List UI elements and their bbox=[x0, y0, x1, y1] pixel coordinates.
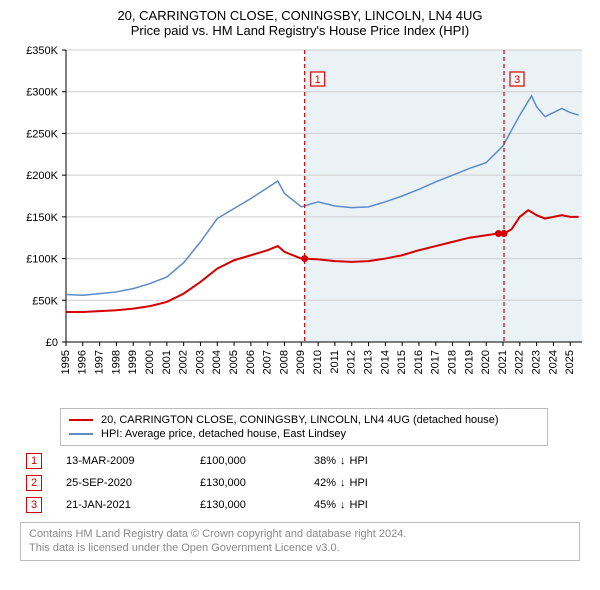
arrow-down-icon: ↓ bbox=[340, 499, 346, 511]
svg-text:2012: 2012 bbox=[346, 350, 358, 374]
event-diff-label: HPI bbox=[350, 455, 368, 467]
svg-text:2017: 2017 bbox=[430, 350, 442, 374]
footer-line-1: Contains HM Land Registry data © Crown c… bbox=[29, 527, 571, 541]
event-number-box: 2 bbox=[26, 475, 42, 491]
svg-text:2021: 2021 bbox=[497, 350, 509, 374]
chart-area: £0 £50K £100K £150K £200K £250K £300K £350K 1995… bbox=[10, 42, 590, 402]
svg-text:£250K: £250K bbox=[26, 128, 58, 140]
arrow-down-icon: ↓ bbox=[340, 455, 346, 467]
chart-container: 20, CARRINGTON CLOSE, CONINGSBY, LINCOLN… bbox=[0, 0, 600, 590]
svg-text:2014: 2014 bbox=[379, 350, 391, 374]
event-diff-pct: 45% bbox=[314, 499, 336, 511]
event-number-box: 1 bbox=[26, 453, 42, 469]
svg-text:2023: 2023 bbox=[531, 350, 543, 374]
svg-text:2008: 2008 bbox=[278, 350, 290, 374]
footer-line-2: This data is licensed under the Open Gov… bbox=[29, 541, 571, 555]
events-table: 1 13-MAR-2009 £100,000 38% ↓ HPI 2 25-SEP-2020 £… bbox=[20, 450, 580, 516]
chart-title: 20, CARRINGTON CLOSE, CONINGSBY, LINCOLN… bbox=[10, 8, 590, 23]
svg-text:1998: 1998 bbox=[110, 350, 122, 374]
svg-text:2019: 2019 bbox=[463, 350, 475, 374]
chart-svg: £0 £50K £100K £150K £200K £250K £300K £350K 1995… bbox=[10, 42, 590, 402]
svg-text:£50K: £50K bbox=[32, 295, 58, 307]
event-diff: 45% ↓ HPI bbox=[314, 499, 368, 511]
legend-item: 20, CARRINGTON CLOSE, CONINGSBY, LINCOLN… bbox=[69, 413, 539, 427]
legend-item: HPI: Average price, detached house, East… bbox=[69, 427, 539, 441]
svg-text:2001: 2001 bbox=[161, 350, 173, 374]
svg-text:1996: 1996 bbox=[77, 350, 89, 374]
svg-text:1995: 1995 bbox=[60, 350, 72, 374]
svg-text:2006: 2006 bbox=[245, 350, 257, 374]
svg-text:£300K: £300K bbox=[26, 87, 58, 99]
legend-swatch bbox=[69, 419, 93, 421]
event-diff: 42% ↓ HPI bbox=[314, 477, 368, 489]
event-diff: 38% ↓ HPI bbox=[314, 455, 368, 467]
svg-text:1: 1 bbox=[315, 74, 321, 86]
svg-text:1999: 1999 bbox=[127, 350, 139, 374]
svg-text:2011: 2011 bbox=[329, 350, 341, 374]
svg-text:2000: 2000 bbox=[144, 350, 156, 374]
event-date: 21-JAN-2021 bbox=[66, 499, 176, 511]
svg-text:2007: 2007 bbox=[262, 350, 274, 374]
svg-text:2022: 2022 bbox=[514, 350, 526, 374]
legend-box: 20, CARRINGTON CLOSE, CONINGSBY, LINCOLN… bbox=[60, 408, 548, 446]
event-diff-label: HPI bbox=[350, 499, 368, 511]
event-row: 1 13-MAR-2009 £100,000 38% ↓ HPI bbox=[20, 450, 580, 472]
svg-text:2002: 2002 bbox=[178, 350, 190, 374]
svg-text:£100K: £100K bbox=[26, 254, 58, 266]
event-price: £130,000 bbox=[200, 499, 290, 511]
svg-text:2016: 2016 bbox=[413, 350, 425, 374]
svg-text:2013: 2013 bbox=[362, 350, 374, 374]
svg-text:2018: 2018 bbox=[446, 350, 458, 374]
svg-text:2010: 2010 bbox=[312, 350, 324, 374]
svg-text:£150K: £150K bbox=[26, 212, 58, 224]
svg-text:2004: 2004 bbox=[211, 350, 223, 374]
footer-box: Contains HM Land Registry data © Crown c… bbox=[20, 522, 580, 561]
legend-label: HPI: Average price, detached house, East… bbox=[101, 428, 346, 440]
svg-text:2009: 2009 bbox=[295, 350, 307, 374]
event-diff-pct: 42% bbox=[314, 477, 336, 489]
event-diff-label: HPI bbox=[350, 477, 368, 489]
legend-swatch bbox=[69, 433, 93, 435]
chart-subtitle: Price paid vs. HM Land Registry's House … bbox=[10, 23, 590, 38]
svg-text:2015: 2015 bbox=[396, 350, 408, 374]
event-row: 2 25-SEP-2020 £130,000 42% ↓ HPI bbox=[20, 472, 580, 494]
svg-text:2020: 2020 bbox=[480, 350, 492, 374]
svg-text:£350K: £350K bbox=[26, 45, 58, 57]
event-price: £100,000 bbox=[200, 455, 290, 467]
chart-titles: 20, CARRINGTON CLOSE, CONINGSBY, LINCOLN… bbox=[10, 8, 590, 38]
event-date: 25-SEP-2020 bbox=[66, 477, 176, 489]
event-number-box: 3 bbox=[26, 497, 42, 513]
event-diff-pct: 38% bbox=[314, 455, 336, 467]
svg-text:2005: 2005 bbox=[228, 350, 240, 374]
event-date: 13-MAR-2009 bbox=[66, 455, 176, 467]
svg-text:2003: 2003 bbox=[194, 350, 206, 374]
svg-text:3: 3 bbox=[514, 74, 520, 86]
event-row: 3 21-JAN-2021 £130,000 45% ↓ HPI bbox=[20, 494, 580, 516]
svg-text:£0: £0 bbox=[46, 337, 58, 349]
legend-label: 20, CARRINGTON CLOSE, CONINGSBY, LINCOLN… bbox=[101, 414, 499, 426]
svg-text:2024: 2024 bbox=[547, 350, 559, 374]
svg-text:2025: 2025 bbox=[564, 350, 576, 374]
svg-text:£200K: £200K bbox=[26, 170, 58, 182]
event-price: £130,000 bbox=[200, 477, 290, 489]
svg-text:1997: 1997 bbox=[94, 350, 106, 374]
arrow-down-icon: ↓ bbox=[340, 477, 346, 489]
